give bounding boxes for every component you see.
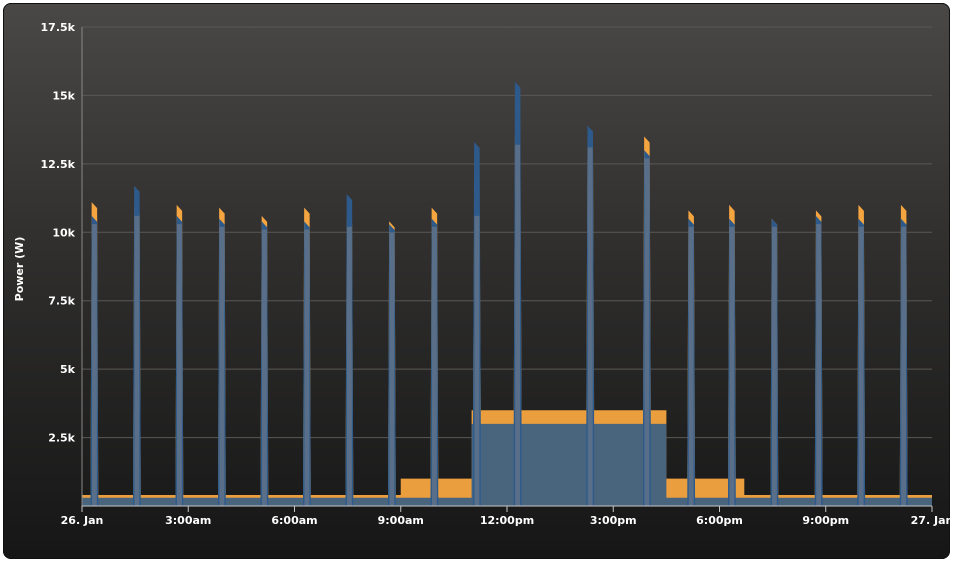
y-tick-label: 17.5k <box>41 21 76 34</box>
y-tick-label: 12.5k <box>41 158 76 171</box>
y-axis-label: Power (W) <box>13 237 26 302</box>
spike-sheen-6 <box>346 226 352 506</box>
chart-frame: 2.5k 5k 7.5k 10k 12.5k 15k 17.5k 26. Jan 3:00am… <box>3 3 950 559</box>
spike-sheen-12 <box>644 158 650 506</box>
series-layer <box>82 81 932 507</box>
x-tick-label: 3:00am <box>165 514 211 527</box>
spike-sheen-5 <box>304 229 310 506</box>
x-tick-label: 6:00pm <box>696 514 743 527</box>
y-axis-ticks: 2.5k 5k 7.5k 10k 12.5k 15k 17.5k <box>41 21 76 445</box>
spike-sheen-7 <box>389 232 395 507</box>
y-tick-label: 15k <box>52 89 75 102</box>
x-tick-label: 26. Jan <box>61 514 104 527</box>
x-tick-label: 6:00am <box>271 514 317 527</box>
spike-sheen-17 <box>858 226 864 506</box>
spike-sheen-3 <box>219 226 225 506</box>
spike-sheen-14 <box>729 226 735 506</box>
spike-sheen-4 <box>261 229 267 506</box>
spike-sheen-18 <box>901 226 907 506</box>
x-tick-label: 9:00am <box>378 514 424 527</box>
series-1 <box>82 81 932 507</box>
y-tick-label: 5k <box>60 363 76 376</box>
power-chart: 2.5k 5k 7.5k 10k 12.5k 15k 17.5k 26. Jan 3:00am… <box>13 21 950 527</box>
spike-sheen-2 <box>176 224 182 506</box>
spike-sheen-15 <box>771 226 777 506</box>
grid-lines <box>82 26 932 439</box>
x-axis-ticks: 26. Jan 3:00am 6:00am 9:00am 12:00pm 3:00pm 6:… <box>61 506 950 527</box>
spike-sheen-9 <box>474 215 480 506</box>
spike-sheen <box>91 144 907 507</box>
y-tick-label: 10k <box>52 226 75 239</box>
x-tick-label: 3:00pm <box>590 514 637 527</box>
spike-sheen-10 <box>515 144 521 506</box>
spike-sheen-13 <box>688 226 694 506</box>
spike-sheen-11 <box>587 147 593 507</box>
x-tick-label: 27. Jan <box>911 514 950 527</box>
y-tick-label: 7.5k <box>48 295 75 308</box>
x-tick-label: 12:00pm <box>480 514 534 527</box>
spike-sheen-16 <box>816 224 822 506</box>
x-tick-label: 9:00pm <box>802 514 849 527</box>
spike-sheen-8 <box>431 226 437 506</box>
spike-sheen-0 <box>91 224 97 506</box>
spike-sheen-1 <box>134 215 140 506</box>
y-tick-label: 2.5k <box>48 432 75 445</box>
series-1-baseline-area <box>82 423 932 506</box>
